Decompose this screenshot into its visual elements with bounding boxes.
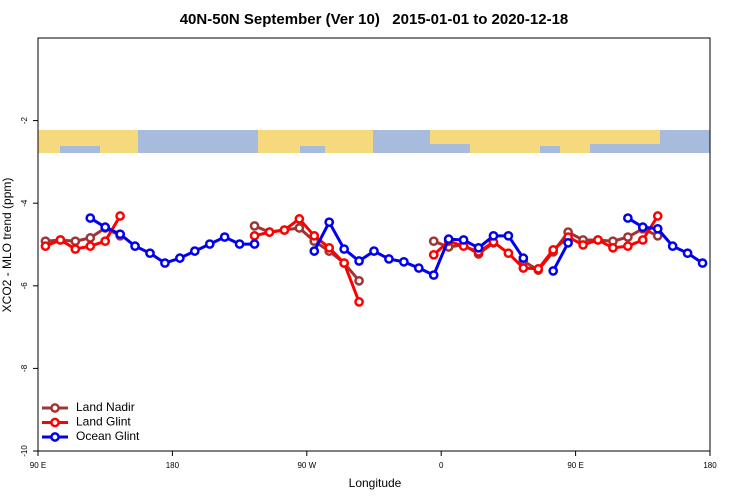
point bbox=[503, 248, 514, 259]
point bbox=[608, 242, 618, 253]
point bbox=[294, 223, 305, 233]
point bbox=[339, 244, 349, 254]
point bbox=[115, 211, 125, 221]
point bbox=[578, 240, 588, 250]
point bbox=[189, 246, 200, 256]
point bbox=[384, 254, 394, 264]
legend-marker bbox=[50, 417, 60, 428]
point bbox=[175, 253, 185, 263]
point bbox=[324, 242, 335, 253]
point bbox=[249, 230, 260, 241]
legend-marker bbox=[50, 403, 60, 413]
point bbox=[637, 222, 648, 233]
point bbox=[145, 248, 155, 259]
legend-label: Ocean Glint bbox=[76, 429, 140, 443]
point bbox=[70, 244, 81, 254]
point bbox=[55, 235, 66, 245]
point bbox=[652, 223, 663, 234]
point bbox=[115, 229, 125, 240]
point bbox=[264, 227, 275, 237]
point bbox=[40, 241, 51, 252]
point bbox=[100, 222, 111, 233]
legend-label: Land Nadir bbox=[76, 400, 135, 414]
point bbox=[85, 233, 96, 243]
point bbox=[667, 241, 678, 252]
point bbox=[85, 213, 96, 223]
point bbox=[473, 242, 484, 253]
map-band bbox=[38, 130, 710, 153]
point bbox=[309, 246, 320, 256]
x-axis-label: Longitude bbox=[349, 476, 402, 490]
point bbox=[369, 246, 379, 256]
point bbox=[623, 241, 633, 252]
point bbox=[354, 275, 364, 286]
point bbox=[413, 263, 424, 273]
legend-label: Land Glint bbox=[76, 415, 131, 429]
point bbox=[682, 248, 693, 259]
point bbox=[458, 235, 469, 245]
point bbox=[518, 253, 529, 263]
y-tick-label: -2 bbox=[20, 116, 29, 124]
point bbox=[354, 256, 364, 266]
x-tick-label: 0 bbox=[439, 461, 444, 470]
point bbox=[548, 245, 559, 255]
point bbox=[623, 232, 633, 242]
point bbox=[279, 225, 290, 235]
x-tick-label: 90 E bbox=[567, 461, 583, 470]
point bbox=[563, 237, 573, 248]
point bbox=[219, 232, 230, 242]
point bbox=[324, 217, 335, 228]
x-tick-label: 180 bbox=[166, 461, 180, 470]
point bbox=[309, 230, 320, 241]
point bbox=[428, 270, 439, 280]
point bbox=[160, 258, 170, 268]
point bbox=[249, 221, 260, 231]
x-tick-label: 180 bbox=[703, 461, 717, 470]
point bbox=[503, 230, 514, 241]
point bbox=[488, 230, 499, 241]
point bbox=[428, 249, 439, 260]
chart-title: 40N-50N September (Ver 10) 2015-01-01 to… bbox=[180, 11, 569, 28]
plot-frame bbox=[37, 37, 711, 452]
point bbox=[339, 258, 349, 268]
series-line bbox=[45, 224, 659, 282]
point bbox=[130, 241, 140, 252]
point bbox=[399, 256, 409, 267]
point bbox=[294, 214, 305, 224]
point bbox=[518, 263, 529, 273]
point bbox=[204, 239, 215, 249]
point bbox=[697, 258, 708, 268]
point bbox=[443, 234, 454, 244]
x-tick-label: 90 E bbox=[30, 461, 46, 470]
y-tick-label: -8 bbox=[20, 364, 29, 372]
point bbox=[354, 297, 364, 307]
x-tick-label: 90 W bbox=[297, 461, 316, 470]
point bbox=[234, 239, 245, 249]
point bbox=[593, 235, 603, 245]
point bbox=[85, 241, 96, 252]
point bbox=[428, 236, 439, 247]
point bbox=[548, 266, 559, 276]
point bbox=[623, 213, 633, 223]
point bbox=[100, 236, 111, 247]
y-tick-label: -10 bbox=[20, 445, 29, 457]
y-axis-label: XCO2 - MLO trend (ppm) bbox=[0, 178, 14, 313]
point bbox=[533, 264, 544, 274]
legend-marker bbox=[50, 432, 60, 442]
y-tick-label: -6 bbox=[20, 282, 29, 290]
point bbox=[652, 211, 663, 221]
point bbox=[249, 239, 260, 249]
point bbox=[637, 235, 648, 245]
y-tick-label: -4 bbox=[20, 199, 29, 207]
point bbox=[70, 236, 81, 247]
